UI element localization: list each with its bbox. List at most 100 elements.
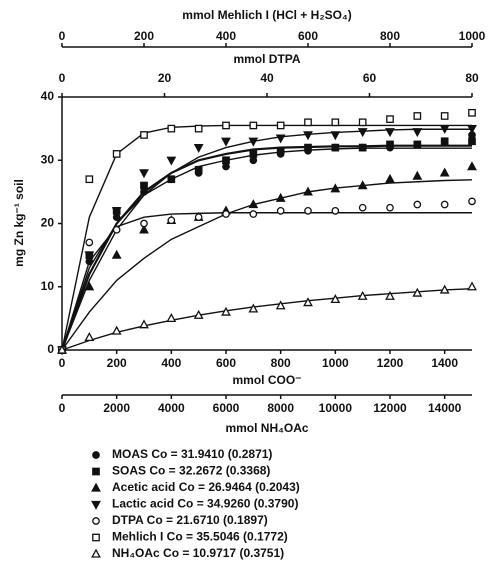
- data-point: [358, 143, 367, 152]
- x-tick-label: 0: [59, 29, 66, 43]
- data-point: [167, 175, 176, 184]
- fit-curve: [60, 144, 472, 351]
- data-point: [468, 137, 476, 146]
- data-point: [140, 219, 148, 228]
- data-point: [193, 309, 204, 319]
- y-axis-label: mg Zn kg⁻¹ soil: [12, 179, 26, 267]
- data-point: [111, 325, 122, 335]
- x-tick-label: 400: [161, 356, 181, 370]
- data-point: [84, 251, 95, 261]
- x-tick-label: 8000: [267, 401, 294, 415]
- fit-curve: [61, 212, 472, 351]
- data-point: [386, 203, 394, 212]
- data-point: [57, 344, 67, 354]
- legend-label: MOAS Co = 31.9410 (0.2871): [112, 447, 272, 461]
- x-tick-label: 4000: [158, 401, 185, 415]
- legend-label: Mehlich I Co = 35.5046 (0.1772): [112, 530, 288, 544]
- fit-curve: [61, 124, 472, 351]
- data-point: [248, 137, 259, 147]
- x-tick-label: 1400: [431, 356, 458, 370]
- data-point: [194, 124, 203, 133]
- x-tick-label: 1000: [459, 29, 486, 43]
- data-point: [112, 225, 121, 234]
- data-point: [249, 156, 258, 165]
- x-axis-label: mmol DTPA: [233, 52, 300, 66]
- data-point: [303, 131, 313, 141]
- data-point: [166, 313, 177, 323]
- data-point: [221, 306, 231, 316]
- x-tick-label: 0: [59, 71, 66, 85]
- data-point: [331, 207, 340, 215]
- data-point: [304, 207, 312, 215]
- x-tick-label: 40: [260, 71, 274, 85]
- x-tick-label: 0: [59, 401, 66, 415]
- legend-marker: [91, 482, 101, 492]
- data-point: [194, 213, 203, 222]
- y-tick-label: 20: [41, 216, 55, 230]
- data-point: [248, 303, 259, 313]
- data-point: [331, 118, 340, 127]
- data-point: [140, 131, 148, 139]
- data-point: [112, 150, 121, 158]
- x-axis-label: mmol COO⁻: [232, 373, 301, 387]
- x-tick-label: 200: [134, 29, 154, 43]
- data-point: [139, 224, 149, 234]
- data-point: [330, 294, 341, 304]
- data-point: [304, 143, 312, 152]
- x-tick-label: 12000: [373, 401, 407, 415]
- data-point: [304, 118, 312, 127]
- y-tick-label: 0: [47, 342, 54, 356]
- x-tick-label: 14000: [428, 401, 462, 415]
- legend-label: Acetic acid Co = 26.9464 (0.2043): [112, 480, 300, 494]
- data-point: [331, 143, 340, 152]
- data-point: [468, 108, 476, 117]
- data-point: [330, 183, 341, 193]
- data-point: [440, 200, 449, 209]
- data-point: [222, 210, 230, 218]
- data-point: [276, 207, 285, 215]
- data-point: [167, 124, 176, 133]
- legend-marker: [92, 517, 100, 525]
- x-tick-label: 0: [59, 356, 66, 370]
- legend-marker: [91, 500, 101, 510]
- legend-marker: [92, 467, 100, 476]
- legend-label: DTPA Co = 21.6710 (0.1897): [112, 513, 268, 527]
- data-point: [440, 137, 449, 146]
- data-point: [413, 112, 422, 120]
- data-point: [85, 175, 94, 184]
- x-axis-label: mmol Mehlich I (HCl + H₂SO₄): [182, 8, 351, 22]
- data-point: [385, 290, 395, 300]
- x-tick-label: 1000: [322, 356, 349, 370]
- data-point: [439, 167, 450, 177]
- data-point: [303, 297, 313, 307]
- data-point: [221, 137, 231, 147]
- data-point: [413, 200, 422, 209]
- x-tick-label: 80: [465, 71, 479, 85]
- x-tick-label: 800: [271, 356, 291, 370]
- fit-curve: [61, 128, 472, 351]
- x-tick-label: 60: [363, 71, 377, 85]
- data-point: [140, 181, 148, 190]
- fit-curve: [61, 147, 472, 351]
- data-point: [222, 121, 230, 130]
- data-point: [249, 210, 258, 218]
- data-point: [412, 128, 423, 138]
- legend-label: SOAS Co = 32.2672 (0.3368): [112, 464, 270, 478]
- data-point: [385, 173, 395, 183]
- legend-label: NH₄OAc Co = 10.9717 (0.3751): [112, 546, 284, 560]
- x-tick-label: 10000: [319, 401, 353, 415]
- data-point: [249, 121, 258, 130]
- data-point: [357, 290, 368, 300]
- data-point: [386, 115, 394, 123]
- legend-marker: [91, 548, 101, 558]
- data-point: [84, 331, 95, 342]
- data-point: [276, 121, 285, 130]
- data-point: [467, 161, 477, 171]
- data-point: [249, 150, 258, 158]
- x-tick-label: 600: [216, 356, 236, 370]
- fit-curve: [61, 179, 473, 351]
- data-point: [275, 192, 286, 202]
- x-tick-label: 400: [216, 29, 236, 43]
- data-point: [139, 319, 149, 329]
- x-tick-label: 600: [298, 29, 318, 43]
